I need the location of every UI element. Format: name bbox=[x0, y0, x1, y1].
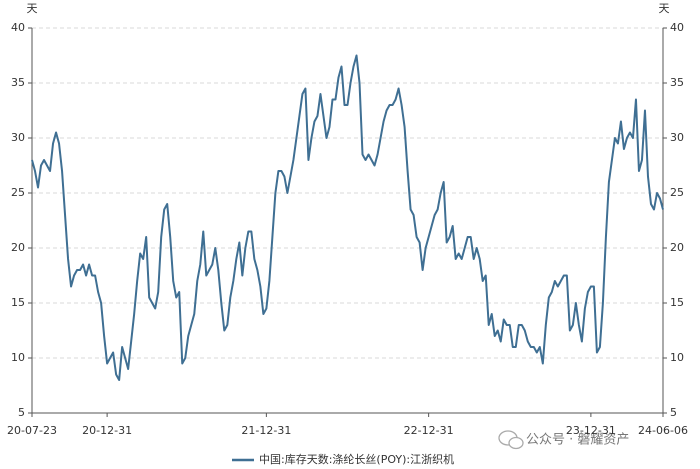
y2-axis-unit: 天 bbox=[659, 2, 670, 15]
y2-tick-label: 10 bbox=[670, 351, 684, 364]
y-tick-label: 25 bbox=[11, 186, 25, 199]
watermark: 公众号 · 磐耀资产 bbox=[526, 433, 629, 448]
legend-label: 中国:库存天数:涤纶长丝(POY):江浙织机 bbox=[259, 452, 454, 466]
x-tick-label: 23-12-31 bbox=[566, 424, 616, 437]
y-tick-label: 40 bbox=[11, 21, 25, 34]
y2-tick-label: 25 bbox=[670, 186, 684, 199]
x-tick-label: 21-12-31 bbox=[241, 424, 291, 437]
y-tick-label: 30 bbox=[11, 131, 25, 144]
y2-tick-label: 35 bbox=[670, 76, 684, 89]
x-tick-label: 24-06-06 bbox=[638, 424, 688, 437]
x-tick-label: 20-12-31 bbox=[82, 424, 132, 437]
y-axis-unit: 天 bbox=[27, 2, 38, 15]
y-tick-label: 20 bbox=[11, 241, 25, 254]
x-tick-label: 20-07-23 bbox=[7, 424, 57, 437]
y-tick-label: 35 bbox=[11, 76, 25, 89]
y-tick-label: 5 bbox=[18, 406, 25, 419]
y-tick-label: 10 bbox=[11, 351, 25, 364]
y2-tick-label: 5 bbox=[670, 406, 677, 419]
watermark-icon bbox=[498, 430, 524, 450]
y2-tick-label: 15 bbox=[670, 296, 684, 309]
y2-tick-label: 20 bbox=[670, 241, 684, 254]
series-line bbox=[31, 54, 664, 381]
y2-tick-label: 30 bbox=[670, 131, 684, 144]
y-tick-label: 15 bbox=[11, 296, 25, 309]
y2-tick-label: 40 bbox=[670, 21, 684, 34]
x-tick-label: 22-12-31 bbox=[404, 424, 454, 437]
